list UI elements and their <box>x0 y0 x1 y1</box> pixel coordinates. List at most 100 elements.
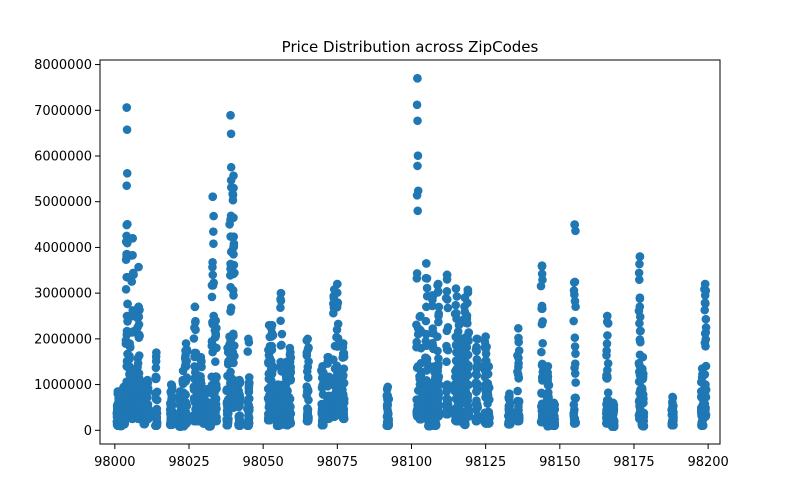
data-point <box>697 421 707 431</box>
data-point <box>441 293 451 303</box>
data-point <box>421 336 431 346</box>
data-point <box>602 311 612 321</box>
x-tick-label: 98075 <box>317 455 358 470</box>
data-point <box>229 358 238 368</box>
x-tick-label: 98000 <box>94 455 135 470</box>
x-tick-label: 98175 <box>613 455 654 470</box>
data-point <box>230 351 239 361</box>
data-point <box>463 332 472 341</box>
data-point <box>453 327 463 336</box>
data-point <box>125 339 134 348</box>
data-point <box>602 373 611 383</box>
data-point <box>463 390 473 400</box>
plot-area-frame <box>99 59 721 445</box>
data-point <box>276 288 286 298</box>
data-point <box>422 259 431 268</box>
data-point <box>275 384 285 394</box>
data-point <box>428 324 438 333</box>
data-point <box>226 162 236 172</box>
y-tick-label: 2000000 <box>34 332 92 347</box>
data-point <box>276 303 285 312</box>
data-point <box>119 420 129 429</box>
data-point <box>505 389 514 399</box>
data-point <box>339 397 349 407</box>
data-point <box>338 339 348 348</box>
data-point <box>142 385 151 394</box>
data-point <box>700 412 710 421</box>
data-point <box>700 291 710 300</box>
data-point <box>196 372 205 381</box>
data-point <box>207 281 217 290</box>
data-point <box>460 293 470 303</box>
data-point <box>542 375 552 384</box>
data-point <box>229 171 238 180</box>
data-point <box>412 269 422 278</box>
data-point <box>513 367 522 376</box>
data-point <box>442 341 451 351</box>
data-point <box>181 411 191 421</box>
data-point <box>636 337 645 347</box>
data-point <box>211 357 220 367</box>
data-point <box>189 334 199 343</box>
data-point <box>537 301 547 311</box>
data-point <box>542 393 552 402</box>
data-point <box>700 279 710 289</box>
data-point <box>505 420 514 429</box>
data-point <box>266 356 276 366</box>
data-point <box>286 353 296 362</box>
data-point <box>569 286 579 295</box>
data-point <box>285 419 295 428</box>
data-point <box>603 365 612 375</box>
data-point <box>244 394 254 403</box>
data-point <box>638 421 648 431</box>
data-point <box>700 382 710 391</box>
data-point <box>181 390 190 400</box>
data-point <box>442 326 452 336</box>
data-point <box>223 420 232 430</box>
data-point <box>463 405 473 414</box>
data-point <box>513 386 522 396</box>
data-point <box>244 334 253 344</box>
data-point <box>635 252 645 261</box>
data-point <box>434 317 443 327</box>
data-point <box>608 414 617 423</box>
data-point <box>549 421 559 431</box>
data-point <box>229 249 238 259</box>
data-point <box>481 332 490 341</box>
data-point <box>570 220 579 229</box>
data-point <box>514 399 523 408</box>
data-point <box>422 283 432 293</box>
data-point <box>228 195 238 205</box>
data-point <box>234 396 243 405</box>
x-tick-label: 98125 <box>465 455 506 470</box>
data-point <box>434 311 443 321</box>
data-point <box>383 382 393 392</box>
data-point <box>481 344 491 354</box>
data-point <box>433 332 442 341</box>
data-point <box>536 281 546 291</box>
data-points <box>112 73 711 432</box>
data-point <box>134 312 144 322</box>
data-point <box>209 211 218 221</box>
data-point <box>152 348 161 357</box>
data-point <box>484 419 493 428</box>
data-point <box>235 375 244 385</box>
data-point <box>151 363 161 373</box>
data-point <box>196 352 206 362</box>
data-point <box>513 416 523 426</box>
data-point <box>165 398 175 408</box>
data-point <box>463 364 473 373</box>
data-point <box>635 275 644 285</box>
data-point <box>700 338 710 348</box>
data-point <box>244 400 253 410</box>
data-point <box>332 325 342 334</box>
data-point <box>122 252 131 261</box>
data-point <box>229 232 239 241</box>
data-point <box>143 375 152 385</box>
data-point <box>570 333 580 343</box>
data-point <box>226 307 235 316</box>
data-point <box>514 353 523 363</box>
data-point <box>229 183 238 193</box>
data-point <box>125 351 134 361</box>
data-point <box>244 387 254 397</box>
